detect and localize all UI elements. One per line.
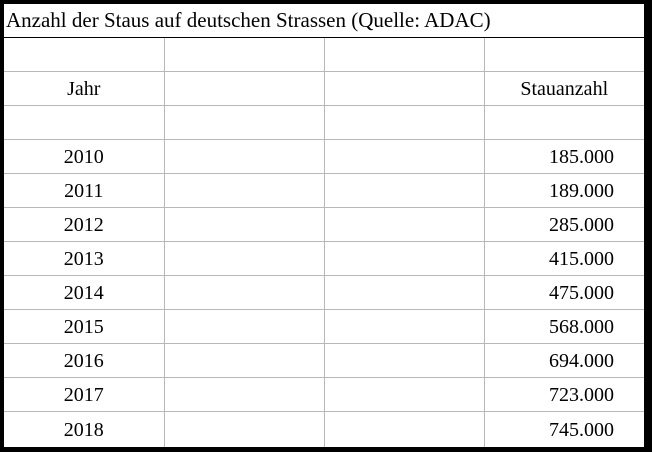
table-cell xyxy=(324,343,485,378)
year-cell: 2016 xyxy=(4,343,165,378)
value-cell: 285.000 xyxy=(484,207,644,242)
header-stauanzahl: Stauanzahl xyxy=(484,71,644,106)
year-cell: 2011 xyxy=(4,173,165,208)
table-cell xyxy=(164,139,325,174)
empty-row xyxy=(4,37,644,72)
table-cell xyxy=(324,411,485,447)
table-cell xyxy=(324,377,485,412)
table-cell xyxy=(324,275,485,310)
table-cell xyxy=(164,309,325,344)
table-cell xyxy=(324,105,485,140)
table-row: 2014 475.000 xyxy=(4,275,644,310)
stau-table: Anzahl der Staus auf deutschen Strassen … xyxy=(4,4,644,447)
table-cell xyxy=(164,71,325,106)
table-cell xyxy=(324,71,485,106)
table-cell xyxy=(164,377,325,412)
table-cell xyxy=(4,37,165,72)
table-row: 2012 285.000 xyxy=(4,207,644,242)
year-cell: 2018 xyxy=(4,411,165,447)
table-title: Anzahl der Staus auf deutschen Strassen … xyxy=(4,4,644,38)
table-cell xyxy=(324,139,485,174)
table-row: 2013 415.000 xyxy=(4,241,644,276)
table-cell xyxy=(4,105,165,140)
table-cell xyxy=(164,241,325,276)
table-cell xyxy=(484,105,644,140)
spreadsheet-document: Anzahl der Staus auf deutschen Strassen … xyxy=(4,4,644,447)
year-cell: 2015 xyxy=(4,309,165,344)
empty-row xyxy=(4,105,644,140)
year-cell: 2014 xyxy=(4,275,165,310)
year-cell: 2010 xyxy=(4,139,165,174)
year-cell: 2012 xyxy=(4,207,165,242)
table-cell xyxy=(164,411,325,447)
header-row: Jahr Stauanzahl xyxy=(4,71,644,106)
table-cell xyxy=(484,37,644,72)
value-cell: 694.000 xyxy=(484,343,644,378)
table-cell xyxy=(164,275,325,310)
table-cell xyxy=(324,241,485,276)
value-cell: 568.000 xyxy=(484,309,644,344)
value-cell: 723.000 xyxy=(484,377,644,412)
table-cell xyxy=(324,37,485,72)
table-row: 2015 568.000 xyxy=(4,309,644,344)
table-cell xyxy=(164,173,325,208)
table-row: 2016 694.000 xyxy=(4,343,644,378)
table-row: 2018 745.000 xyxy=(4,411,644,447)
value-cell: 475.000 xyxy=(484,275,644,310)
table-cell xyxy=(164,343,325,378)
value-cell: 185.000 xyxy=(484,139,644,174)
header-year: Jahr xyxy=(4,71,165,106)
table-cell xyxy=(324,173,485,208)
table-cell xyxy=(164,105,325,140)
value-cell: 745.000 xyxy=(549,418,614,441)
table-row: 2017 723.000 xyxy=(4,377,644,412)
value-cell: 415.000 xyxy=(484,241,644,276)
table-cell xyxy=(164,37,325,72)
table-cell xyxy=(324,309,485,344)
year-cell: 2013 xyxy=(4,241,165,276)
table-row: 2011 189.000 xyxy=(4,173,644,208)
table-cell xyxy=(164,207,325,242)
title-row: Anzahl der Staus auf deutschen Strassen … xyxy=(4,4,644,38)
value-cell: 189.000 xyxy=(484,173,644,208)
year-cell: 2017 xyxy=(4,377,165,412)
table-cell xyxy=(324,207,485,242)
table-row: 2010 185.000 xyxy=(4,139,644,174)
